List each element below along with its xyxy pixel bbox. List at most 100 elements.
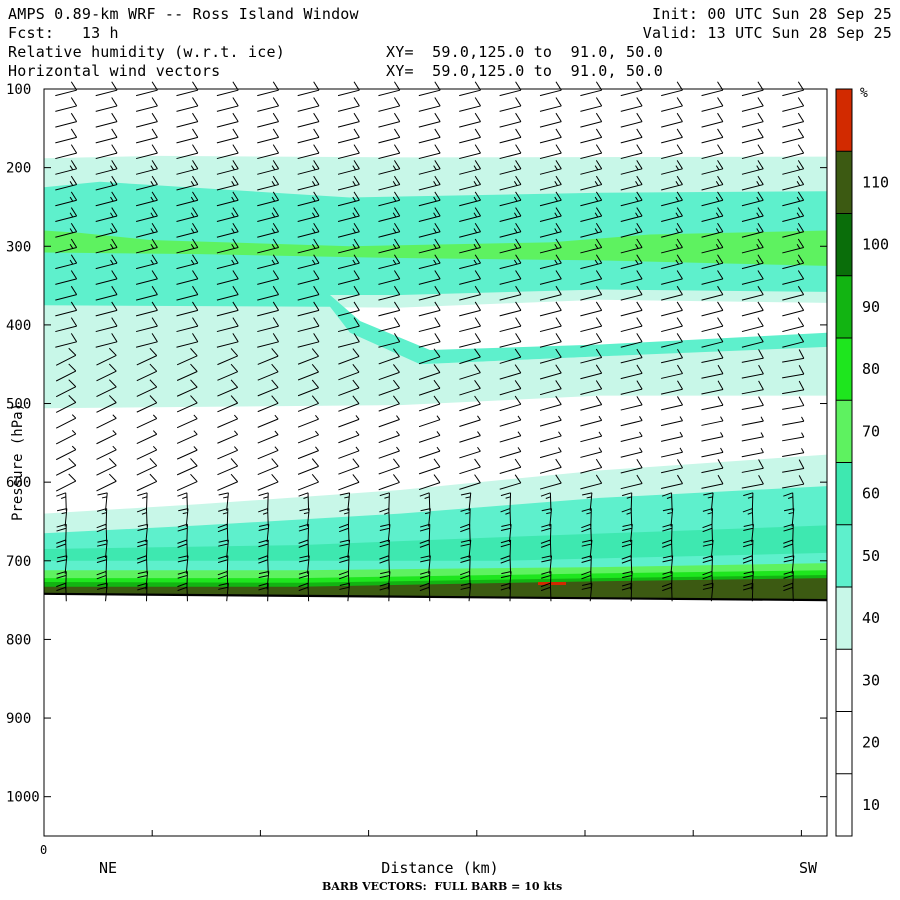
wind-barb-column bbox=[257, 81, 280, 602]
wind-barb-staff bbox=[782, 294, 804, 301]
wind-barb-staff bbox=[459, 199, 481, 207]
wind-barb-staff bbox=[55, 417, 77, 429]
wind-barb-feather bbox=[677, 364, 683, 374]
wind-barb-feather bbox=[192, 285, 199, 295]
wind-barb-feather bbox=[70, 285, 78, 295]
wind-barb-feather bbox=[312, 196, 316, 202]
wind-barb-column bbox=[580, 81, 603, 602]
wind-barb-feather bbox=[554, 181, 558, 186]
wind-barb-staff bbox=[337, 168, 360, 175]
wind-barb-feather bbox=[232, 191, 239, 201]
wind-barb-staff bbox=[508, 571, 512, 590]
wind-barb-feather bbox=[436, 431, 441, 436]
wind-barb-feather bbox=[352, 395, 360, 404]
wind-barb-feather bbox=[662, 543, 672, 548]
wind-barb-feather bbox=[635, 196, 639, 202]
wind-barb-feather bbox=[757, 112, 764, 122]
wind-barb-staff bbox=[539, 404, 562, 411]
wind-barb-feather bbox=[232, 301, 239, 311]
wind-barb-staff bbox=[95, 294, 118, 301]
wind-barb-staff bbox=[590, 508, 592, 527]
ground-line bbox=[43, 592, 828, 602]
wind-barb-feather bbox=[474, 333, 481, 343]
wind-barb-feather bbox=[338, 527, 349, 533]
wind-barb-staff bbox=[782, 389, 804, 395]
wind-barb-feather bbox=[352, 212, 356, 218]
wind-barb-feather bbox=[515, 317, 522, 327]
wind-barb-staff bbox=[176, 294, 198, 301]
wind-barb-feather bbox=[271, 379, 279, 388]
wind-barb-feather bbox=[540, 582, 551, 588]
wind-barb-feather bbox=[797, 270, 805, 280]
wind-barb-staff bbox=[176, 121, 198, 128]
wind-barb-feather bbox=[758, 396, 764, 406]
wind-barb-feather bbox=[636, 254, 643, 264]
wind-barb-staff bbox=[469, 524, 471, 543]
wind-barb-feather bbox=[149, 473, 158, 482]
wind-barb-feather bbox=[702, 508, 713, 512]
wind-barb-feather bbox=[703, 492, 714, 496]
wind-barb-feather bbox=[68, 395, 77, 403]
wind-barb-staff bbox=[782, 184, 804, 191]
wind-barb-feather bbox=[796, 228, 801, 233]
wind-barb-feather bbox=[384, 496, 390, 499]
wind-barb-feather bbox=[152, 445, 158, 451]
wind-barb-staff bbox=[297, 246, 320, 254]
wind-barb-feather bbox=[473, 259, 478, 265]
y-tick-label: 400 bbox=[6, 318, 31, 334]
wind-barb-feather bbox=[177, 543, 188, 548]
wind-barb-feather bbox=[757, 128, 764, 138]
wind-barb-staff bbox=[136, 465, 157, 476]
wind-barb-staff bbox=[701, 436, 724, 442]
wind-barb-column bbox=[539, 81, 562, 602]
wind-barb-feather bbox=[419, 586, 430, 592]
wind-barb-feather bbox=[474, 223, 481, 233]
wind-barb-feather bbox=[299, 508, 310, 512]
wind-barb-staff bbox=[64, 555, 68, 574]
wind-barb-staff bbox=[55, 246, 77, 254]
wind-barb-staff bbox=[378, 387, 400, 396]
wind-barb-staff bbox=[257, 105, 279, 112]
x-origin-label: 0 bbox=[40, 843, 47, 857]
wind-barb-staff bbox=[267, 492, 269, 511]
wind-barb-staff bbox=[217, 402, 238, 413]
wind-barb-staff bbox=[741, 341, 764, 348]
rh-band-mid-pale bbox=[44, 305, 827, 409]
wind-barb-staff bbox=[176, 278, 198, 285]
wind-barb-feather bbox=[515, 270, 522, 280]
wind-barb-feather bbox=[379, 586, 390, 591]
wind-barb-feather bbox=[56, 570, 67, 575]
colorbar-label: 80 bbox=[862, 360, 880, 378]
wind-barb-feather bbox=[70, 333, 78, 343]
wind-barb-feather bbox=[621, 543, 632, 548]
wind-barb-staff bbox=[620, 372, 643, 380]
wind-barb-feather bbox=[717, 207, 724, 217]
wind-barb-feather bbox=[636, 128, 643, 138]
wind-barb-feather bbox=[272, 112, 280, 122]
wind-barb-feather bbox=[222, 512, 228, 515]
colorbar-label: 50 bbox=[862, 547, 880, 565]
wind-barb-feather bbox=[622, 570, 633, 575]
wind-barb-feather bbox=[662, 586, 672, 592]
x-right-label: SW bbox=[799, 859, 818, 877]
wind-barb-feather bbox=[598, 447, 603, 453]
wind-barb-staff bbox=[459, 278, 481, 285]
wind-barb-staff bbox=[499, 136, 522, 144]
wind-barb-staff bbox=[217, 449, 238, 460]
wind-barb-feather bbox=[797, 238, 805, 248]
wind-barb-feather bbox=[190, 165, 195, 171]
wind-barb-staff bbox=[741, 184, 764, 191]
wind-barb-staff bbox=[176, 355, 198, 366]
valid-time: Valid: 13 UTC Sun 28 Sep 25 bbox=[642, 24, 892, 42]
wind-barb-feather bbox=[312, 228, 316, 233]
wind-barb-feather bbox=[111, 270, 118, 280]
wind-barb-feather bbox=[230, 473, 239, 483]
wind-barb-feather bbox=[460, 527, 470, 533]
wind-barb-staff bbox=[216, 294, 239, 301]
wind-barb-feather bbox=[636, 396, 643, 406]
wind-barb-staff bbox=[701, 373, 724, 379]
wind-barb-feather bbox=[743, 543, 753, 548]
wind-barb-staff bbox=[418, 309, 441, 317]
wind-barb-feather bbox=[757, 285, 764, 295]
wind-barb-staff bbox=[701, 262, 724, 270]
